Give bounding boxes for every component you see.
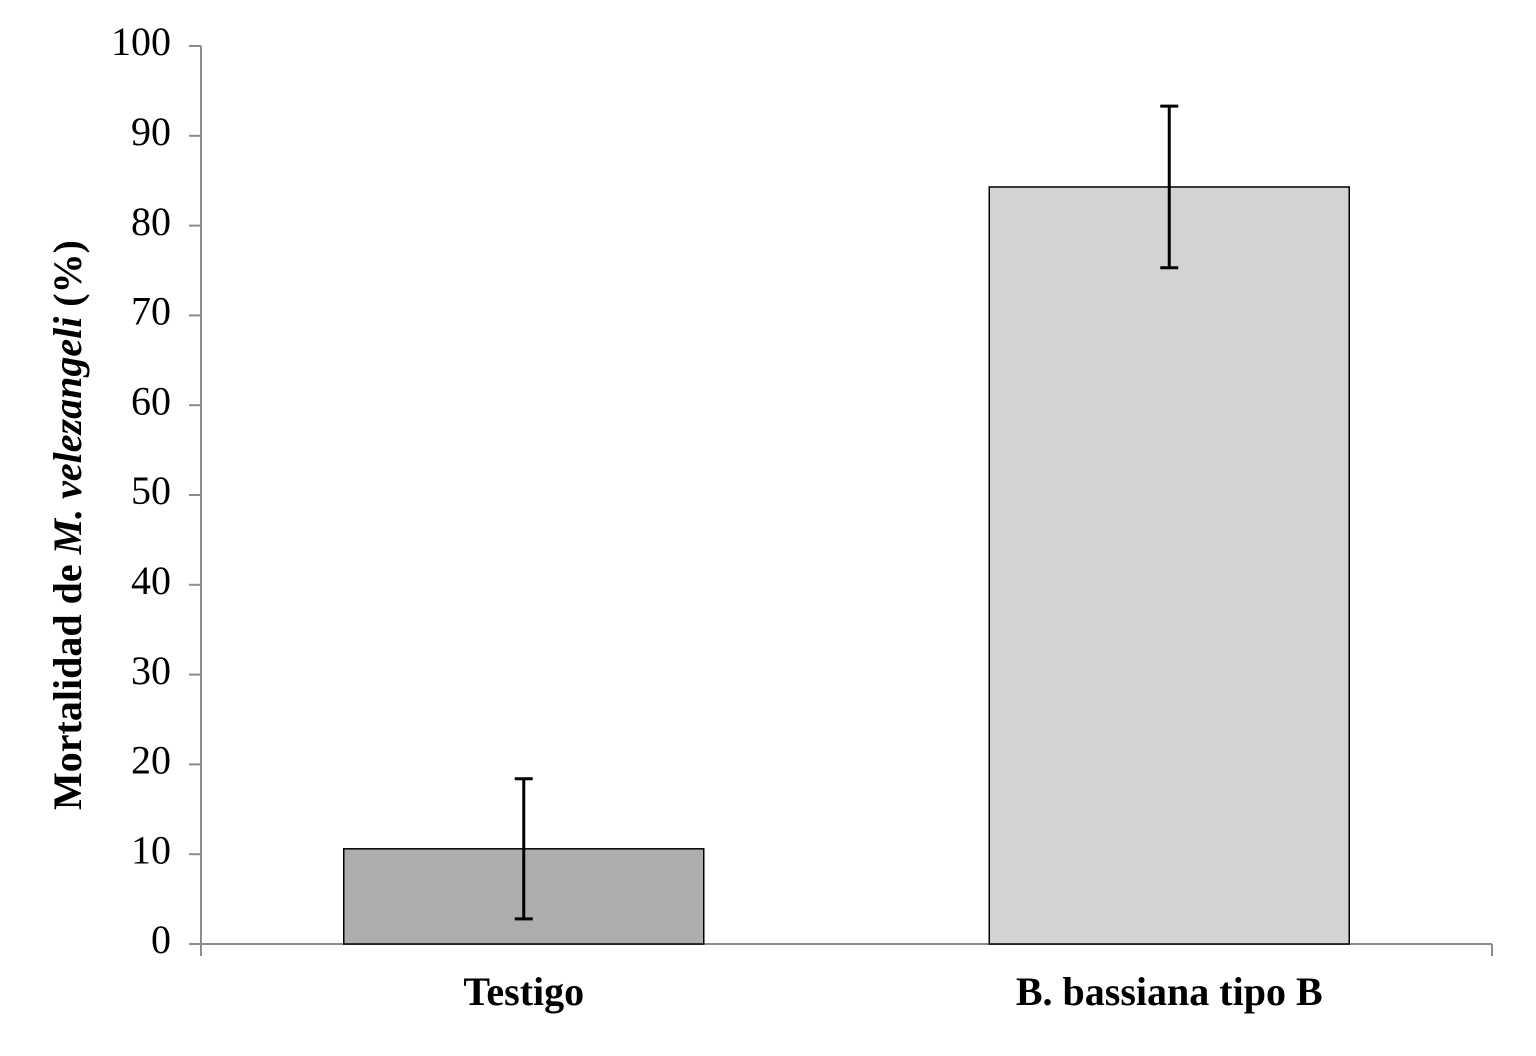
x-tick-label: Testigo [463,969,584,1014]
y-tick-label: 10 [131,827,171,872]
y-tick-label: 30 [131,648,171,693]
y-axis-title-part: M. velezangeli [45,317,90,556]
y-axis-title-part: (%) [45,240,90,317]
y-axis-title-part: Mortalidad de [45,554,90,810]
y-tick-label: 100 [111,19,171,64]
y-tick-label: 60 [131,378,171,423]
y-tick-label: 70 [131,289,171,334]
y-tick-label: 90 [131,109,171,154]
y-tick-label: 40 [131,558,171,603]
y-tick-label: 80 [131,199,171,244]
x-tick-label: B. bassiana tipo B [1016,969,1323,1014]
y-tick-label: 0 [151,917,171,962]
bar [988,186,1350,945]
y-tick-label: 20 [131,738,171,783]
y-axis-title: Mortalidad de M. velezangeli (%) [45,240,90,810]
y-tick-label: 50 [131,468,171,513]
